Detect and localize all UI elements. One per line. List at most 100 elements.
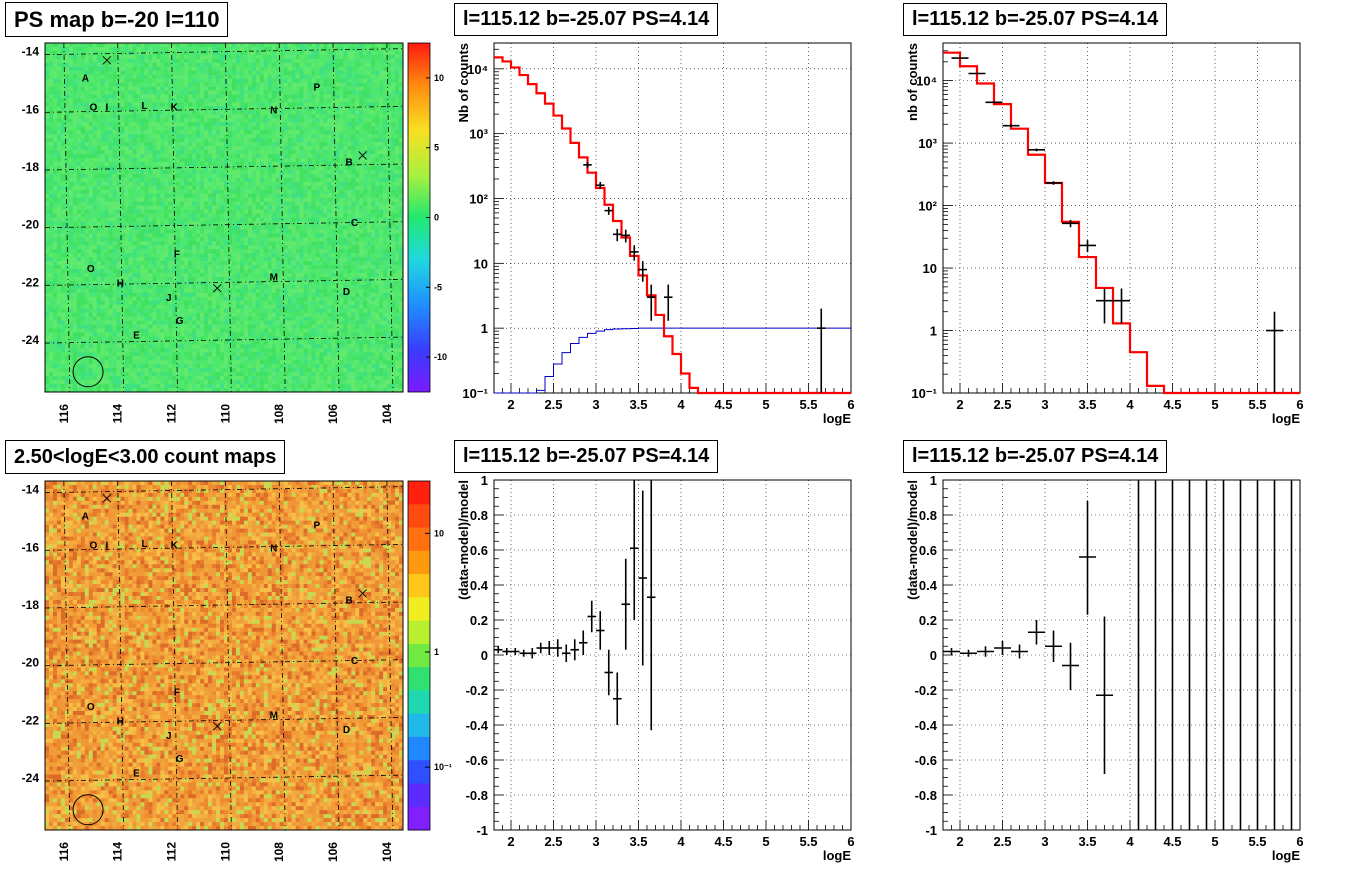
source-cross-marker [358, 151, 367, 160]
map-x-tick-label: 110 [218, 842, 232, 862]
source-label: I [106, 540, 109, 551]
x-tick-label: 6 [847, 397, 854, 412]
source-label: A [82, 512, 89, 523]
y-tick-label: -0.6 [915, 753, 937, 768]
map-x-tick-label: 106 [326, 842, 340, 862]
colorbar-tick-label: 10 [434, 528, 444, 538]
map-y-tick-label: -24 [22, 333, 40, 347]
colorbar-band [408, 806, 430, 831]
colorbar-tick-label: 10⁻¹ [434, 762, 452, 772]
map-x-tick-label: 106 [326, 404, 340, 424]
y-tick-label: 0.4 [470, 578, 489, 593]
count-map-pixels [45, 481, 404, 831]
colorbar-band [408, 550, 430, 575]
source-label: J [166, 731, 172, 742]
source-label: F [174, 250, 180, 261]
graticule-meridian [278, 480, 286, 831]
map-y-tick-label: -22 [22, 275, 40, 289]
source-label: A [82, 74, 89, 85]
colorbar-band [408, 574, 430, 598]
x-tick-label: 3.5 [1078, 834, 1096, 849]
x-tick-label: 5 [762, 834, 769, 849]
source-label: G [176, 754, 184, 765]
y-tick-label: -1 [925, 823, 937, 838]
y-axis-label: (data-model)/model [905, 480, 920, 600]
y-tick-label: 0.2 [470, 613, 488, 628]
y-tick-label: 0.8 [470, 508, 488, 523]
graticule-meridian [332, 480, 340, 831]
x-tick-label: 3.5 [629, 397, 647, 412]
y-axis-label: nb of counts [905, 43, 920, 121]
colorbar-band [408, 690, 430, 715]
map-y-tick-label: -16 [22, 102, 40, 116]
x-tick-label: 6 [847, 834, 854, 849]
y-tick-label: 10² [469, 191, 488, 206]
source-cross-marker [212, 283, 222, 293]
chart-3: 2 2.5 3 3.5 4 4.5 5 5.5 6 -1 -0.8 -0.6 -0.4 -0.2 0 0.2 0… [456, 473, 855, 863]
map-x-tick-label: 114 [111, 404, 125, 424]
graticule-meridian [171, 480, 178, 831]
colorbar [407, 480, 431, 831]
y-tick-label: 10² [918, 199, 937, 214]
x-tick-label: 3 [1041, 397, 1048, 412]
colorbar-tick-label: -5 [434, 282, 442, 292]
source-label: O [87, 264, 95, 275]
chart-1: 2 2.5 3 3.5 4 4.5 5 5.5 6 10⁻¹ 1 10 10² 10³ 10⁴ logE Nb … [456, 42, 855, 426]
source-label: I [106, 102, 109, 113]
x-tick-label: 5.5 [1248, 397, 1266, 412]
map-y-tick-label: -16 [22, 540, 40, 554]
source-cross-marker [102, 493, 112, 503]
y-tick-label: 10³ [469, 127, 488, 142]
count-map: 116 114 112 110 108 106 104-14-16-18-20-22-24A… [22, 480, 452, 862]
x-tick-label: 3 [1041, 834, 1048, 849]
x-tick-label: 2.5 [544, 834, 562, 849]
source-label: N [270, 543, 277, 554]
x-tick-label: 2.5 [993, 397, 1011, 412]
colorbar-band [408, 713, 430, 738]
graticule-meridian [332, 42, 340, 393]
map-x-tick-label: 108 [272, 842, 286, 862]
x-tick-label: 5.5 [799, 834, 817, 849]
x-tick-label: 6 [1296, 834, 1303, 849]
y-tick-label: -0.2 [915, 683, 937, 698]
y-tick-label: 0 [930, 648, 937, 663]
y-tick-label: 10 [923, 261, 937, 276]
y-tick-label: 0 [481, 648, 488, 663]
y-tick-label: -0.4 [915, 718, 938, 733]
colorbar-band [408, 783, 430, 808]
source-cross-marker [358, 589, 367, 598]
map-x-tick-label: 104 [380, 404, 394, 424]
x-tick-label: 5.5 [1248, 834, 1266, 849]
x-tick-label: 4.5 [714, 397, 732, 412]
graticule-meridian [386, 480, 394, 831]
y-tick-label: 10⁻¹ [462, 386, 488, 401]
map-x-tick-label: 112 [165, 404, 179, 424]
map-x-tick-label: 114 [111, 842, 125, 862]
colorbar-band [408, 760, 430, 784]
source-label: G [176, 316, 184, 327]
x-tick-label: 2 [507, 834, 514, 849]
x-tick-label: 3.5 [629, 834, 647, 849]
y-tick-label: 0.6 [470, 543, 488, 558]
source-label: F [174, 688, 180, 699]
map-x-tick-label: 112 [165, 842, 179, 862]
model-line [943, 51, 1300, 395]
chart-2: 2 2.5 3 3.5 4 4.5 5 5.5 6 10⁻¹ 1 10 10² 10³ 10⁴ logE nb … [905, 42, 1304, 426]
map-bottom-title: 2.50<logE<3.00 count maps [5, 440, 286, 474]
colorbar-tick-label: 0 [434, 213, 439, 223]
spectrum-right-title: l=115.12 b=-25.07 PS=4.14 [903, 3, 1168, 36]
x-tick-label: 4.5 [1163, 834, 1181, 849]
colorbar-tick-label: 1 [434, 647, 439, 657]
source-label: B [346, 157, 353, 168]
y-tick-label: 1 [930, 473, 937, 488]
x-tick-label: 4 [677, 397, 685, 412]
graticule-meridian [224, 42, 232, 393]
x-tick-label: 2 [507, 397, 514, 412]
y-tick-label: -0.8 [466, 788, 488, 803]
source-label: K [171, 540, 179, 551]
y-tick-label: 0.2 [919, 613, 937, 628]
colorbar-band [408, 736, 430, 761]
source-label: L [142, 101, 148, 112]
y-tick-label: 10⁴ [916, 74, 937, 89]
x-tick-label: 5.5 [799, 397, 817, 412]
